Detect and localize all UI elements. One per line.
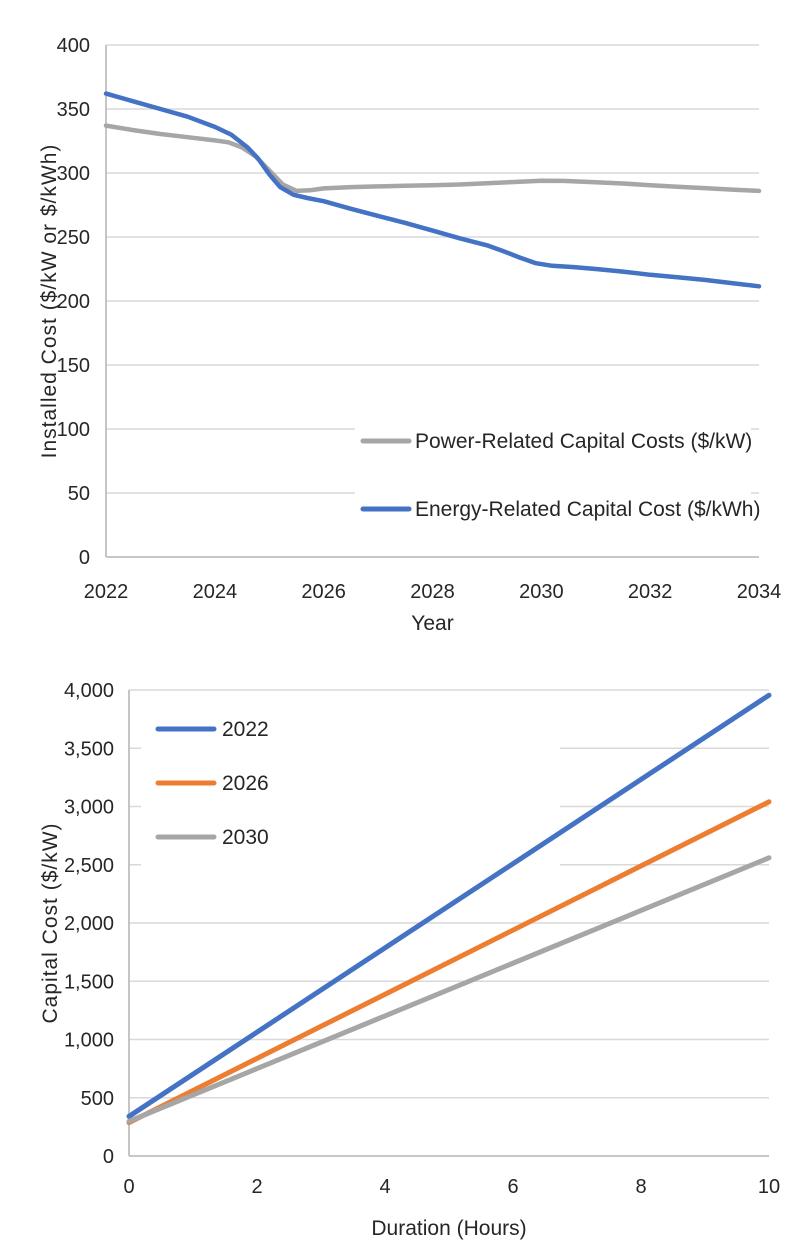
y-tick-label: 100 [57, 419, 90, 441]
x-axis-title: Year [411, 612, 453, 635]
capital-cost-chart-canvas: 2022 2026 2030 0 2 4 6 8 10 0 500 1,000 1,500 2,000 2,… [39, 680, 780, 1240]
y-tick-label: 1,500 [64, 971, 114, 993]
y-tick-label: 3,500 [64, 738, 114, 760]
legend-box [355, 404, 751, 546]
x-axis-title: Duration (Hours) [371, 1217, 526, 1240]
installed-cost-vs-year-chart: Power-Related Capital Costs ($/kW) Energy… [38, 35, 782, 635]
x-tick-label: 2024 [193, 581, 238, 603]
x-tick-label: 2030 [519, 581, 564, 603]
y-tick-label: 2,500 [64, 855, 114, 877]
installed-cost-chart-canvas: Power-Related Capital Costs ($/kW) Energy… [38, 35, 782, 635]
legend-label: 2022 [222, 718, 269, 741]
legend-box [141, 700, 560, 875]
y-tick-label: 300 [57, 163, 90, 185]
y-tick-label: 2,000 [64, 913, 114, 935]
legend-label: 2026 [222, 772, 269, 795]
y-tick-label: 1,000 [64, 1030, 114, 1052]
y-tick-label: 4,000 [64, 680, 114, 702]
x-tick-label: 2026 [301, 581, 346, 603]
y-tick-label: 250 [57, 227, 90, 249]
y-tick-label: 50 [68, 483, 90, 505]
x-tick-label: 2034 [737, 581, 782, 603]
x-tick-label: 2032 [628, 581, 673, 603]
y-tick-label: 350 [57, 99, 90, 121]
y-tick-label: 200 [57, 291, 90, 313]
series-line-1 [103, 91, 762, 289]
y-tick-label: 500 [81, 1088, 114, 1110]
y-tick-label: 0 [103, 1146, 114, 1168]
x-tick-label: 2022 [84, 581, 129, 603]
y-tick-label: 150 [57, 355, 90, 377]
x-tick-label: 8 [635, 1176, 646, 1198]
legend-label: 2030 [222, 826, 269, 849]
y-tick-label: 0 [79, 547, 90, 569]
capital-cost-vs-duration-chart: 2022 2026 2030 0 2 4 6 8 10 0 500 1,000 1,500 2,000 2,… [0, 650, 804, 1256]
y-tick-label: 400 [57, 35, 90, 57]
legend-label: Energy-Related Capital Cost ($/kWh) [415, 498, 760, 521]
series-line-1 [126, 799, 772, 1126]
y-tick-label: 3,000 [64, 797, 114, 819]
y-axis-title: Installed Cost ($/kW or $/kWh) [38, 144, 61, 459]
x-tick-label: 10 [758, 1176, 780, 1198]
series-line-0 [103, 123, 762, 194]
y-axis-title: Capital Cost ($/kW) [39, 822, 62, 1023]
series-line-2 [126, 855, 772, 1124]
series-line-0 [126, 692, 772, 1119]
legend-label: Power-Related Capital Costs ($/kW) [415, 430, 752, 453]
x-tick-label: 0 [123, 1176, 134, 1198]
x-tick-label: 2028 [410, 581, 455, 603]
x-tick-label: 6 [507, 1176, 518, 1198]
x-tick-label: 4 [379, 1176, 390, 1198]
x-tick-label: 2 [251, 1176, 262, 1198]
